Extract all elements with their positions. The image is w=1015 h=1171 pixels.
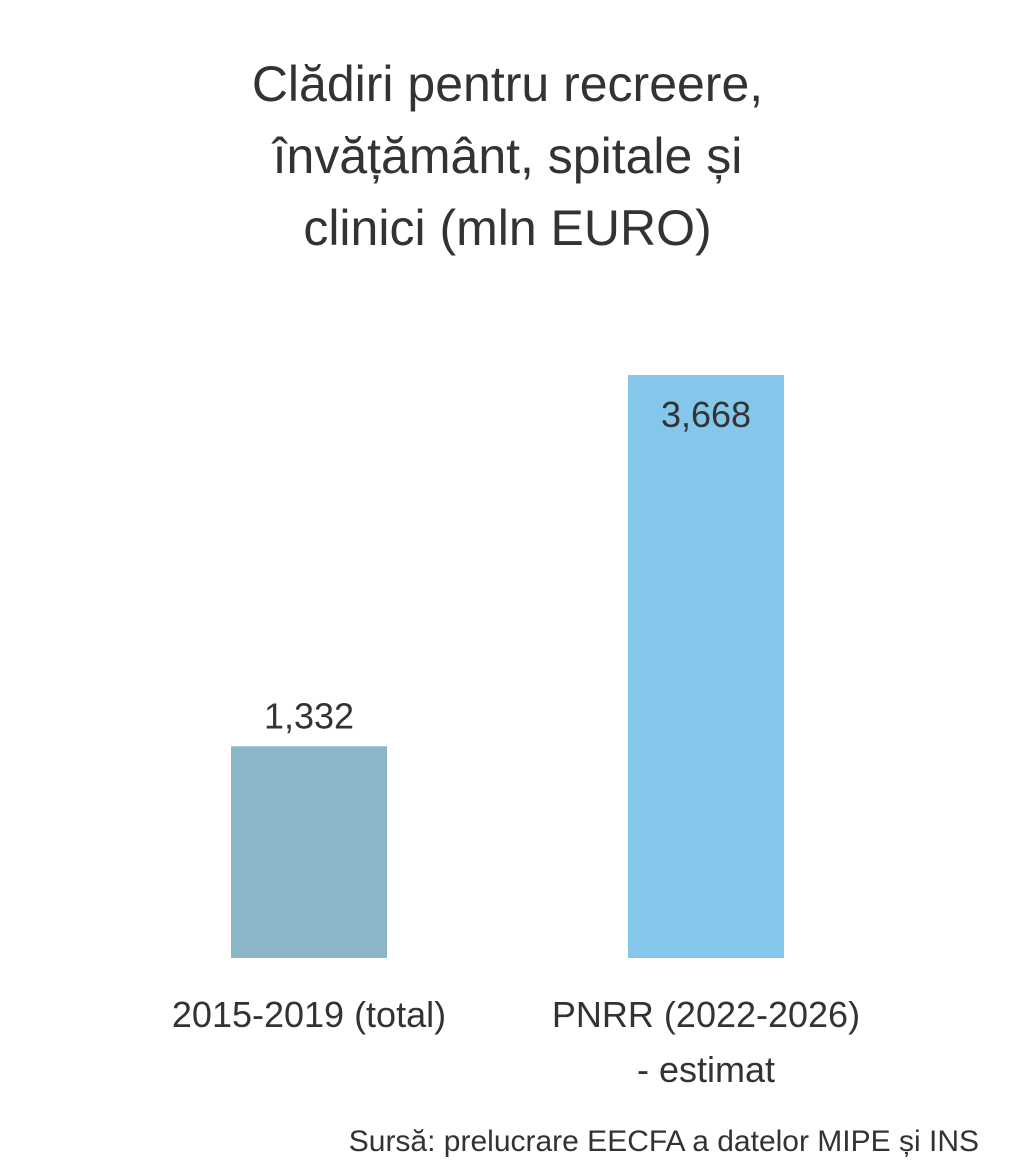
bar-1 [231,746,387,958]
value-label-2: 3,668 [661,394,751,435]
x-tick-label-2-line-1: PNRR (2022-2026) [552,994,860,1035]
x-tick-label-1-line-1: 2015-2019 (total) [172,994,446,1035]
chart-title-line-3: clinici (mln EURO) [303,200,712,256]
chart-title-line-2: învățământ, spitale și [272,128,743,184]
bar-chart: 1,332 2015-2019 (total) 3,668 PNRR (2022-20… [172,375,860,1090]
value-label-1: 1,332 [264,695,354,736]
chart-title: Clădiri pentru recreere, învățământ, spi… [0,48,1015,264]
x-tick-label-2-line-2: - estimat [637,1049,775,1090]
chart-title-line-1: Clădiri pentru recreere, [251,56,764,112]
source-note: Sursă: prelucrare EECFA a datelor MIPE ș… [348,1125,979,1158]
bar-2 [628,375,784,958]
